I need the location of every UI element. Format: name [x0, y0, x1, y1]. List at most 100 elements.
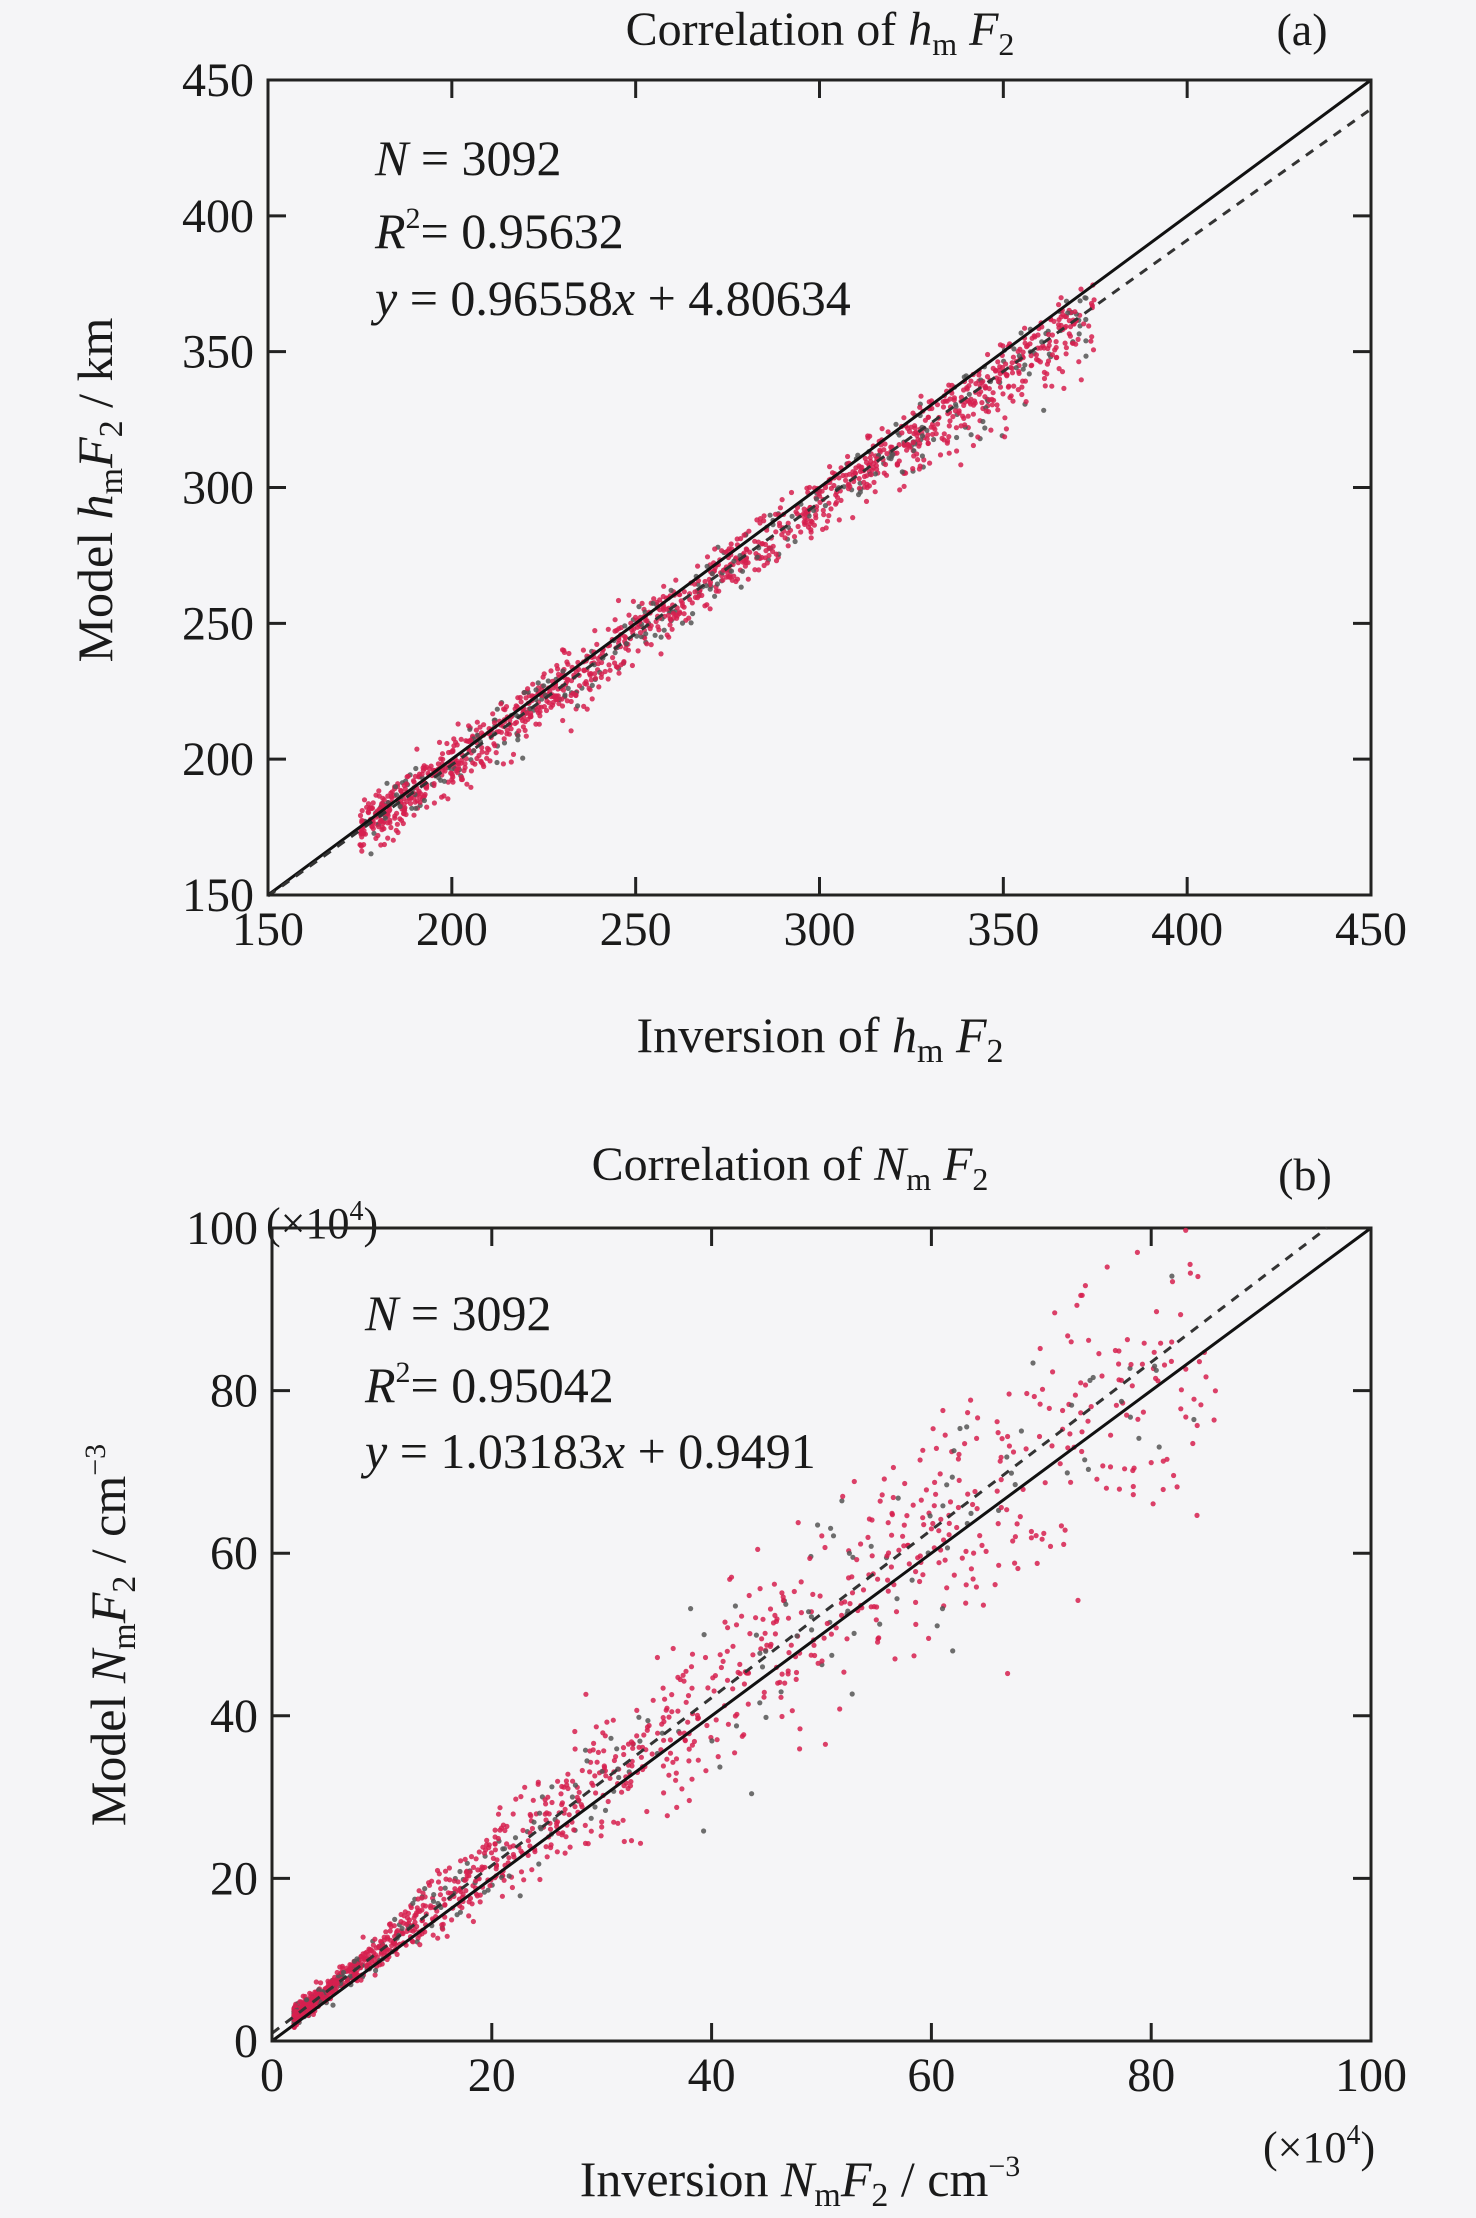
- scatter-point: [503, 704, 510, 710]
- panel-b-ticks: 0 20 40 60 80 100 0 20 40 60 80 100: [186, 1202, 1407, 2102]
- scatter-point: [722, 1619, 728, 1625]
- scatter-point: [563, 1834, 569, 1840]
- scatter-point: [564, 698, 570, 704]
- scatter-point: [401, 807, 407, 814]
- scatter-point: [968, 1566, 975, 1572]
- scatter-point: [442, 1902, 448, 1908]
- scatter-point: [921, 457, 927, 463]
- scatter-point: [841, 484, 847, 490]
- scatter-point: [954, 434, 960, 441]
- scatter-point: [1000, 391, 1006, 397]
- scatter-point: [364, 1964, 370, 1970]
- scatter-point: [668, 587, 674, 594]
- scatter-point: [376, 824, 382, 830]
- scatter-point: [1037, 359, 1043, 365]
- scatter-point: [330, 2002, 336, 2008]
- scatter-point: [910, 1502, 916, 1508]
- scatter-point: [785, 1668, 791, 1674]
- scatter-point: [1194, 1512, 1200, 1518]
- scatter-point: [823, 525, 829, 531]
- scatter-point: [811, 522, 818, 528]
- scatter-point: [833, 501, 839, 507]
- panel-a-y-axis-title: Model hmF2 / km: [67, 317, 130, 662]
- scatter-point: [860, 1587, 867, 1593]
- scatter-point: [946, 1532, 952, 1538]
- scatter-point: [986, 397, 992, 403]
- scatter-point: [660, 1715, 666, 1721]
- scatter-point: [854, 1557, 860, 1563]
- scatter-point: [713, 588, 719, 594]
- scatter-point: [821, 1635, 827, 1641]
- scatter-point: [620, 1817, 626, 1823]
- scatter-point: [593, 1724, 599, 1730]
- scatter-point: [821, 511, 827, 518]
- scatter-point: [392, 1941, 398, 1947]
- scatter-point: [445, 796, 451, 802]
- scatter-point: [459, 1905, 465, 1911]
- scatter-point: [1194, 1422, 1200, 1429]
- scatter-point: [560, 1830, 566, 1836]
- scatter-point: [723, 574, 729, 580]
- scatter-point: [1077, 298, 1083, 304]
- scatter-point: [840, 1493, 846, 1499]
- scatter-point: [598, 674, 604, 681]
- scatter-point: [376, 788, 382, 794]
- scatter-point: [970, 1501, 976, 1508]
- scatter-point: [710, 1675, 716, 1681]
- scatter-point: [937, 452, 944, 458]
- scatter-point: [1148, 1460, 1154, 1466]
- y-tick-label: 250: [182, 597, 254, 650]
- scatter-point: [941, 431, 947, 437]
- scatter-point: [411, 812, 417, 818]
- scatter-point: [572, 1782, 579, 1788]
- scatter-point: [421, 797, 427, 804]
- scatter-point: [1028, 363, 1034, 369]
- scatter-point: [1061, 385, 1067, 391]
- scatter-point: [630, 598, 637, 605]
- scatter-point: [725, 1625, 731, 1631]
- scatter-point: [1028, 1535, 1034, 1541]
- scatter-point: [400, 820, 406, 827]
- scatter-point: [1058, 1523, 1064, 1529]
- scatter-point: [975, 434, 981, 440]
- scatter-point: [449, 777, 455, 783]
- scatter-point: [959, 1555, 965, 1561]
- scatter-point: [785, 520, 791, 526]
- scatter-point: [665, 612, 672, 618]
- scatter-point: [1078, 1410, 1084, 1416]
- scatter-point: [783, 1601, 789, 1607]
- panel-b-y-scale: (×104): [266, 1196, 378, 1248]
- scatter-point: [1018, 1428, 1024, 1434]
- scatter-point: [747, 549, 753, 555]
- scatter-point: [623, 641, 630, 647]
- scatter-point: [1196, 1359, 1202, 1365]
- scatter-point: [579, 1767, 585, 1774]
- scatter-point: [997, 342, 1004, 348]
- scatter-point: [448, 749, 454, 755]
- scatter-point: [770, 548, 776, 555]
- scatter-point: [725, 569, 731, 576]
- scatter-point: [1010, 1449, 1017, 1455]
- scatter-point: [914, 451, 920, 457]
- scatter-point: [614, 664, 620, 670]
- scatter-point: [530, 1797, 536, 1803]
- scatter-point: [846, 1550, 853, 1556]
- scatter-point: [709, 1738, 715, 1744]
- scatter-point: [612, 650, 618, 656]
- scatter-point: [615, 1820, 621, 1826]
- scatter-point: [439, 794, 445, 800]
- scatter-point: [1051, 318, 1057, 324]
- scatter-point: [998, 1454, 1004, 1460]
- scatter-point: [1053, 344, 1059, 351]
- scatter-point: [685, 1693, 692, 1699]
- scatter-point: [572, 1728, 578, 1735]
- scatter-point: [909, 1577, 915, 1583]
- scatter-point: [775, 1680, 781, 1686]
- scatter-point: [668, 617, 674, 623]
- scatter-point: [605, 676, 611, 682]
- scatter-point: [920, 1515, 926, 1521]
- scatter-point: [1042, 1480, 1048, 1486]
- panel-b-annotation: N = 3092 R2= 0.95042 y = 1.03183x + 0.94…: [360, 1285, 816, 1479]
- scatter-point: [546, 1811, 552, 1817]
- scatter-point: [606, 662, 612, 668]
